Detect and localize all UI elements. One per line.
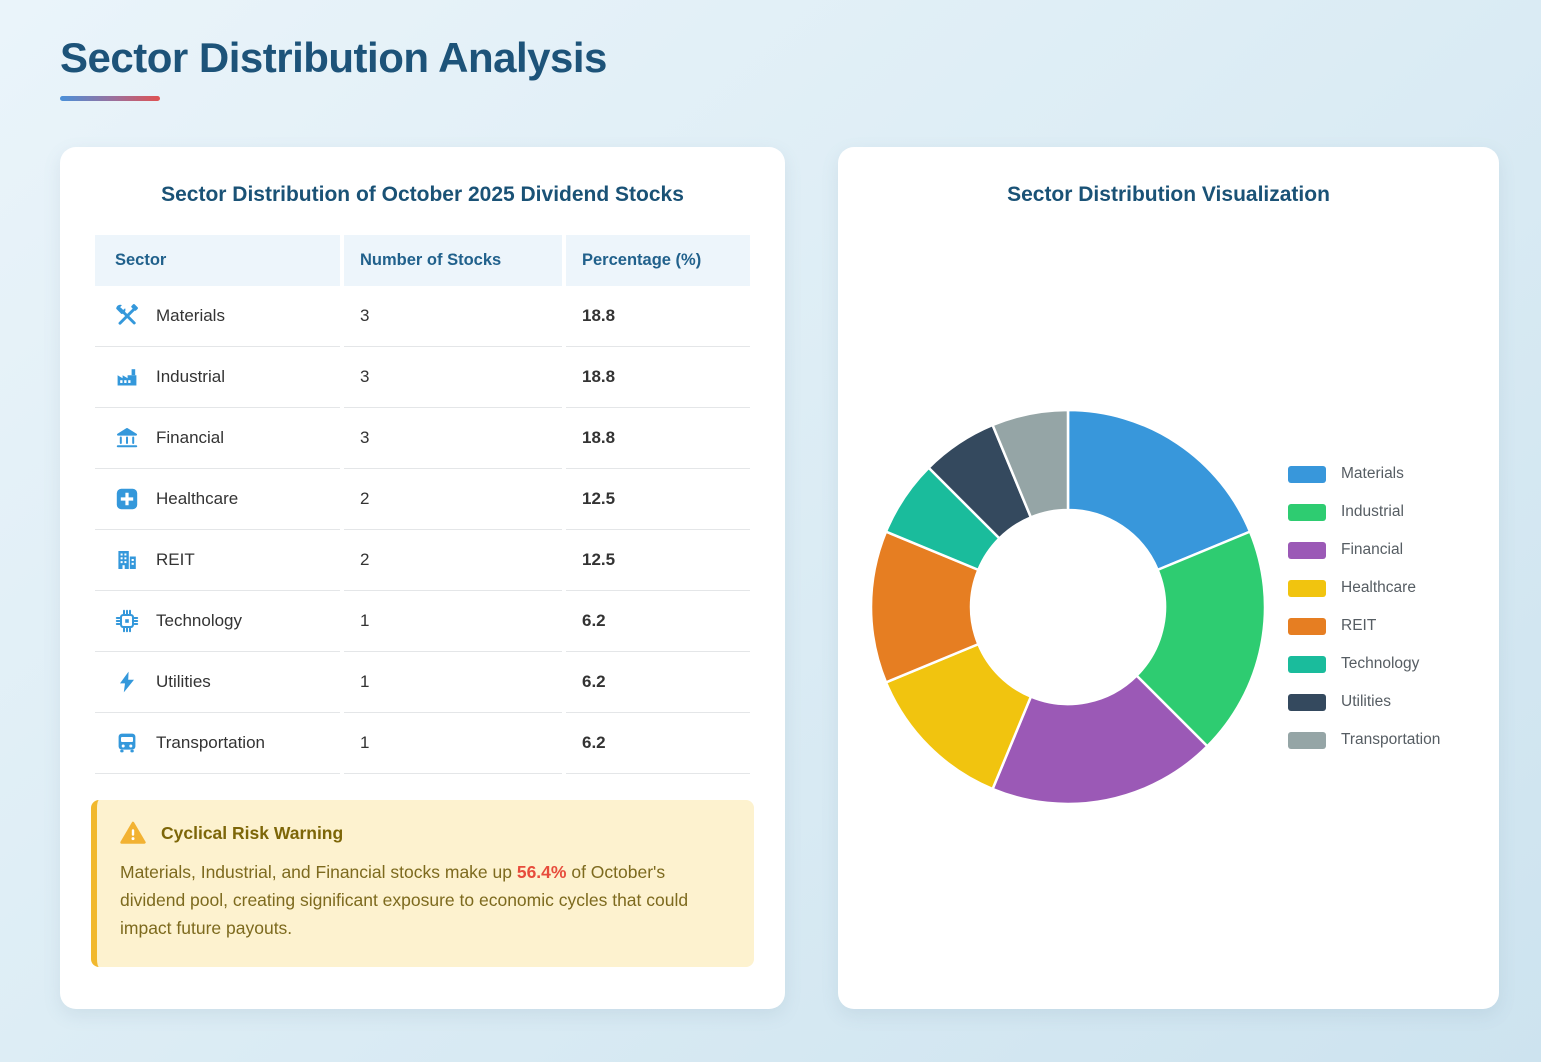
legend-swatch xyxy=(1288,617,1326,635)
legend-swatch xyxy=(1288,465,1326,483)
stock-count: 2 xyxy=(344,530,562,591)
warning-text-before: Materials, Industrial, and Financial sto… xyxy=(120,862,517,882)
legend-label: REIT xyxy=(1341,617,1377,634)
medical-plus-icon xyxy=(115,487,139,511)
stock-count: 1 xyxy=(344,591,562,652)
sector-label: Technology xyxy=(156,611,243,630)
percentage-value: 18.8 xyxy=(566,286,750,347)
chart-card-title: Sector Distribution Visualization xyxy=(1007,183,1330,206)
legend-item-financial[interactable]: Financial xyxy=(1288,541,1440,559)
sector-table-card: Sector Distribution of October 2025 Divi… xyxy=(60,147,785,1009)
stock-count: 1 xyxy=(344,713,562,774)
factory-icon xyxy=(115,365,139,389)
legend-label: Transportation xyxy=(1341,731,1441,748)
legend-label: Industrial xyxy=(1341,503,1404,520)
legend-label: Financial xyxy=(1341,541,1404,558)
table-row: Industrial 3 18.8 xyxy=(95,347,750,408)
legend-swatch xyxy=(1288,579,1326,597)
bolt-icon xyxy=(115,670,139,694)
table-row: Financial 3 18.8 xyxy=(95,408,750,469)
title-underline-accent xyxy=(60,96,160,101)
legend-label: Materials xyxy=(1341,465,1404,482)
legend-swatch xyxy=(1288,541,1326,559)
table-card-title: Sector Distribution of October 2025 Divi… xyxy=(161,183,684,206)
sector-table-body: Materials 3 18.8 Industrial 3 18.8 Financial… xyxy=(95,286,750,774)
donut-slice-industrial[interactable] xyxy=(1135,530,1267,748)
warning-message: Materials, Industrial, and Financial sto… xyxy=(120,858,729,942)
legend-item-healthcare[interactable]: Healthcare xyxy=(1288,579,1440,597)
stock-count: 3 xyxy=(344,286,562,347)
donut-chart xyxy=(869,408,1267,806)
warning-header: Cyclical Risk Warning xyxy=(120,821,729,845)
legend-label: Technology xyxy=(1341,655,1420,672)
stock-count: 2 xyxy=(344,469,562,530)
table-row: Healthcare 2 12.5 xyxy=(95,469,750,530)
legend-item-industrial[interactable]: Industrial xyxy=(1288,503,1440,521)
legend-item-utilities[interactable]: Utilities xyxy=(1288,693,1440,711)
sector-table: Sector Number of Stocks Percentage (%) M… xyxy=(91,235,754,774)
donut-slice-transportation[interactable] xyxy=(991,408,1070,519)
chart-area: Materials Industrial Financial Healthcare RE… xyxy=(868,235,1469,979)
stock-count: 1 xyxy=(344,652,562,713)
table-row: Utilities 1 6.2 xyxy=(95,652,750,713)
warning-triangle-icon xyxy=(120,821,146,845)
table-row: REIT 2 12.5 xyxy=(95,530,750,591)
table-row: Transportation 1 6.2 xyxy=(95,713,750,774)
chip-icon xyxy=(115,609,139,633)
page-header: Sector Distribution Analysis xyxy=(60,34,1501,101)
building-icon xyxy=(115,548,139,572)
warning-title: Cyclical Risk Warning xyxy=(161,822,344,843)
bank-icon xyxy=(115,426,139,450)
donut-chart-wrap xyxy=(868,407,1268,807)
stock-count: 3 xyxy=(344,408,562,469)
sector-label: Financial xyxy=(156,428,225,447)
warning-text-after: of October's dividend pool, creating sig… xyxy=(120,862,689,938)
tools-icon xyxy=(115,304,139,328)
stock-count: 3 xyxy=(344,347,562,408)
chart-legend: Materials Industrial Financial Healthcare RE… xyxy=(1288,465,1440,749)
table-row: Materials 3 18.8 xyxy=(95,286,750,347)
sector-label: Transportation xyxy=(156,733,265,752)
table-header-row: Sector Number of Stocks Percentage (%) xyxy=(95,235,750,286)
legend-label: Utilities xyxy=(1341,693,1391,710)
donut-slice-financial[interactable] xyxy=(991,674,1209,806)
legend-label: Healthcare xyxy=(1341,579,1416,596)
cards-row: Sector Distribution of October 2025 Divi… xyxy=(60,147,1501,1009)
page-title: Sector Distribution Analysis xyxy=(60,34,607,81)
column-header-percentage: Percentage (%) xyxy=(566,235,750,286)
sector-label: Materials xyxy=(156,306,225,325)
legend-item-reit[interactable]: REIT xyxy=(1288,617,1440,635)
sector-label: Healthcare xyxy=(156,489,239,508)
donut-slice-materials[interactable] xyxy=(1066,408,1252,572)
percentage-value: 6.2 xyxy=(566,713,750,774)
legend-swatch xyxy=(1288,693,1326,711)
legend-item-transportation[interactable]: Transportation xyxy=(1288,731,1440,749)
percentage-value: 6.2 xyxy=(566,591,750,652)
sector-label: Utilities xyxy=(156,672,211,691)
legend-swatch xyxy=(1288,503,1326,521)
legend-swatch xyxy=(1288,731,1326,749)
percentage-value: 6.2 xyxy=(566,652,750,713)
cyclical-risk-warning: Cyclical Risk Warning Materials, Industr… xyxy=(91,800,754,967)
sector-label: Industrial xyxy=(156,367,225,386)
percentage-value: 18.8 xyxy=(566,408,750,469)
warning-highlight-percentage: 56.4% xyxy=(516,862,567,882)
percentage-value: 12.5 xyxy=(566,530,750,591)
legend-swatch xyxy=(1288,655,1326,673)
column-header-sector: Sector xyxy=(95,235,340,286)
column-header-number-of-stocks: Number of Stocks xyxy=(344,235,562,286)
sector-label: REIT xyxy=(156,550,195,569)
chart-card: Sector Distribution Visualization Materi… xyxy=(838,147,1499,1009)
legend-item-technology[interactable]: Technology xyxy=(1288,655,1440,673)
percentage-value: 12.5 xyxy=(566,469,750,530)
percentage-value: 18.8 xyxy=(566,347,750,408)
table-row: Technology 1 6.2 xyxy=(95,591,750,652)
bus-icon xyxy=(115,731,139,755)
legend-item-materials[interactable]: Materials xyxy=(1288,465,1440,483)
